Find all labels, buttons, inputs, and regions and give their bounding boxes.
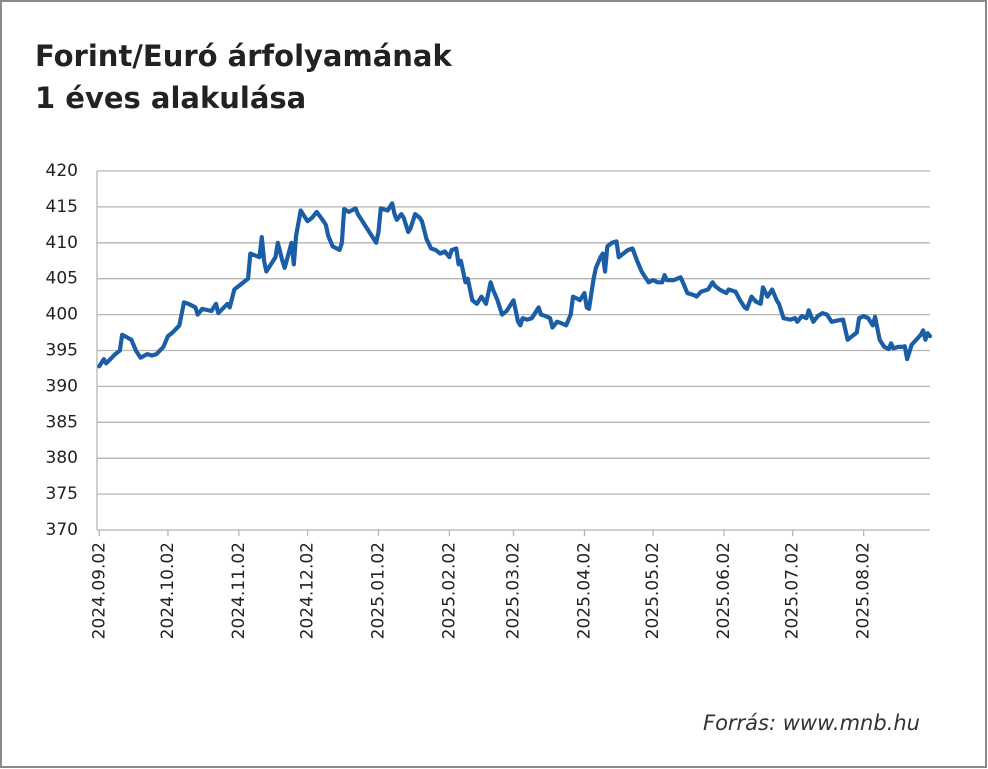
y-tick-label: 405 <box>46 269 78 289</box>
y-tick-label: 410 <box>46 233 78 253</box>
x-tick-label: 2025.05.02 <box>643 542 663 639</box>
x-tick-label: 2025.06.02 <box>714 542 734 639</box>
x-tick-label: 2024.09.02 <box>89 542 109 639</box>
x-tick-label: 2024.11.02 <box>229 542 249 639</box>
y-tick-label: 420 <box>46 161 78 181</box>
y-tick-label: 380 <box>46 448 78 468</box>
source: Forrás: www.mnb.hu <box>703 711 920 735</box>
y-tick-label: 390 <box>46 376 78 396</box>
y-tick-label: 375 <box>46 484 78 504</box>
x-tick-label: 2025.01.02 <box>368 542 388 639</box>
y-tick-label: 400 <box>46 305 78 325</box>
x-tick-label: 2024.10.02 <box>158 542 178 639</box>
x-tick-label: 2025.04.02 <box>574 542 594 639</box>
x-tick-label: 2025.07.02 <box>783 542 803 639</box>
x-tick-label: 2025.02.02 <box>439 542 459 639</box>
chart-title: Forint/Euró árfolyamának <box>35 39 453 73</box>
x-tick-label: 2025.08.02 <box>854 542 874 639</box>
line <box>97 201 933 369</box>
y-tick-label: 370 <box>46 520 78 540</box>
y-tick-label: 415 <box>46 197 78 217</box>
x-tick-label: 2024.12.02 <box>298 542 318 639</box>
x-tick-label: 2025.03.02 <box>504 542 524 639</box>
chart-title: 1 éves alakulása <box>35 81 306 115</box>
y-tick-label: 385 <box>46 412 78 432</box>
y-tick-label: 395 <box>46 341 78 361</box>
